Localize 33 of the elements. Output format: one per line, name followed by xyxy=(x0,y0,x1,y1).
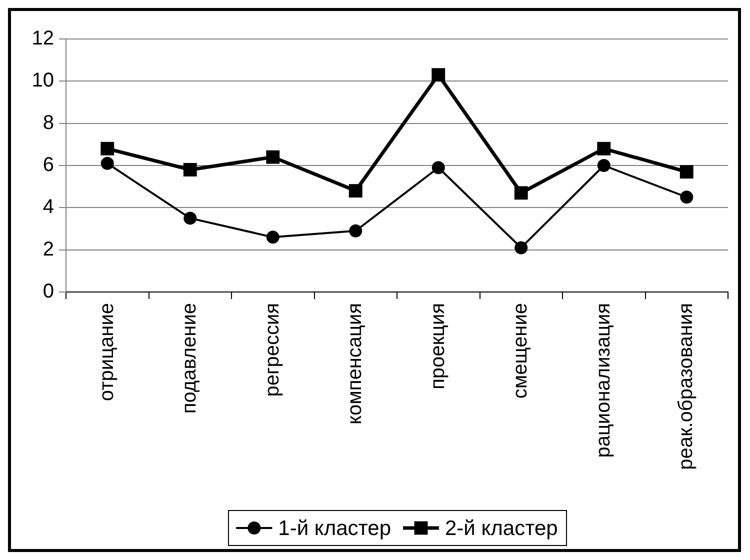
x-tick-label: рационализация xyxy=(592,303,614,458)
y-tick-label: 0 xyxy=(42,280,54,303)
y-tick-label: 2 xyxy=(42,238,54,260)
point xyxy=(597,142,611,156)
x-tick-label: отрицание xyxy=(96,303,118,402)
point xyxy=(183,163,197,176)
point xyxy=(514,241,528,254)
x-tick-label: компенсация xyxy=(344,303,366,424)
x-tick-label: смещение xyxy=(510,303,532,399)
point xyxy=(514,186,528,200)
y-tick-label: 10 xyxy=(32,70,54,92)
point xyxy=(100,142,114,156)
point xyxy=(100,156,114,170)
point xyxy=(680,190,694,204)
point xyxy=(432,68,446,82)
y-tick-label: 4 xyxy=(42,196,54,218)
legend-label: 1-й кластер xyxy=(278,516,392,540)
point xyxy=(184,212,197,225)
y-tick-label: 12 xyxy=(32,28,54,50)
legend-label: 2-й кластер xyxy=(445,516,558,540)
point xyxy=(348,184,362,198)
x-tick-label: реак.образования xyxy=(675,303,698,470)
point xyxy=(597,159,610,172)
point xyxy=(266,230,280,244)
x-tick-label: проекция xyxy=(426,303,449,390)
point xyxy=(266,150,280,164)
y-tick-label: 8 xyxy=(42,112,54,134)
point xyxy=(349,224,362,238)
x-tick-label: регрессия xyxy=(261,303,284,397)
point xyxy=(432,161,445,174)
point xyxy=(680,165,694,179)
x-tick-label: подавление xyxy=(178,303,201,414)
y-tick-label: 6 xyxy=(42,154,54,176)
